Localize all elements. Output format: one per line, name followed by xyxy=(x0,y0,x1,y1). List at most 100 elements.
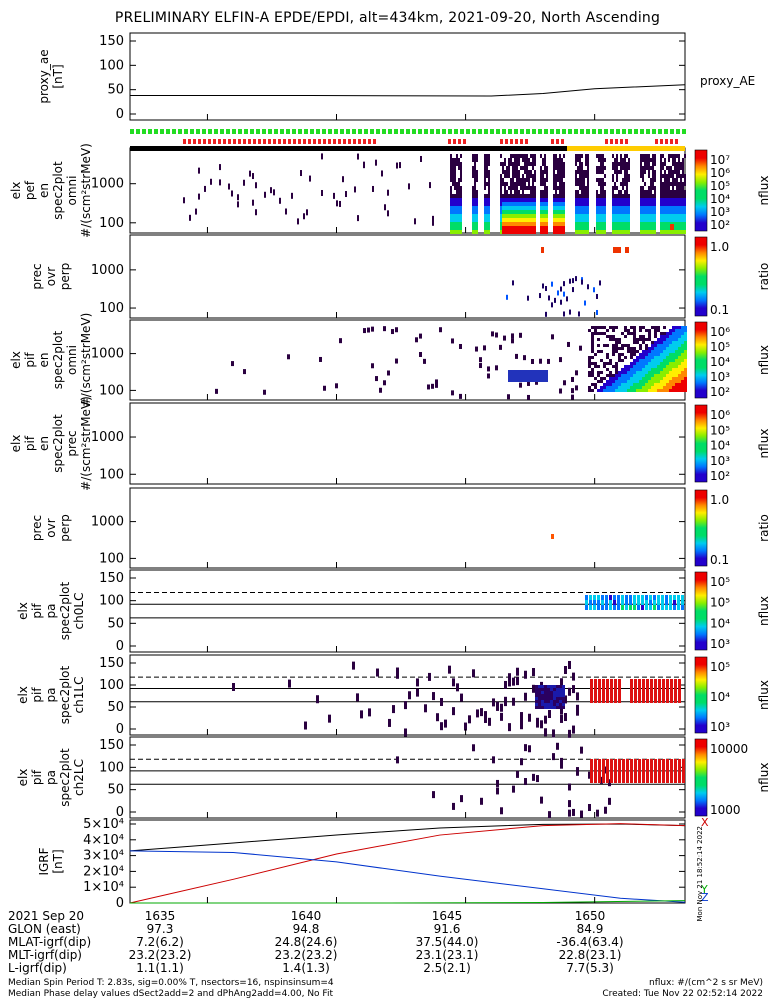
data-pixel xyxy=(539,358,542,364)
data-pixel xyxy=(633,371,636,374)
data-pixel xyxy=(672,380,675,383)
data-pixel xyxy=(510,226,512,230)
data-pixel xyxy=(633,362,636,365)
data-pixel xyxy=(600,335,603,338)
data-pixel xyxy=(669,386,672,389)
data-pixel xyxy=(432,215,434,222)
data-pixel xyxy=(516,170,518,174)
colorbar-label: nflux xyxy=(757,680,771,710)
data-pixel xyxy=(684,194,686,198)
data-pixel xyxy=(666,178,668,182)
data-pixel xyxy=(456,182,458,186)
data-pixel xyxy=(557,198,559,202)
data-pixel xyxy=(544,694,547,697)
data-pixel xyxy=(669,347,672,350)
data-pixel xyxy=(624,178,626,182)
data-pixel xyxy=(534,190,536,194)
data-pixel xyxy=(534,186,536,190)
data-pixel xyxy=(657,377,660,380)
data-pixel xyxy=(557,158,559,162)
flag-green xyxy=(244,129,248,134)
data-pixel xyxy=(650,166,652,170)
data-pixel xyxy=(579,174,581,178)
data-pixel xyxy=(642,158,644,162)
data-pixel xyxy=(618,226,620,230)
data-pixel xyxy=(472,202,474,206)
data-pixel xyxy=(439,327,442,333)
flag-red xyxy=(615,139,618,144)
data-pixel xyxy=(606,341,609,344)
data-pixel xyxy=(675,365,678,368)
data-pixel xyxy=(486,222,488,226)
data-pixel xyxy=(676,226,678,230)
data-pixel xyxy=(618,190,620,194)
data-pixel xyxy=(651,374,654,377)
data-pixel xyxy=(526,158,528,162)
data-pixel xyxy=(602,170,604,174)
data-pixel xyxy=(672,389,675,392)
y-tick-label: 50 xyxy=(107,783,124,798)
data-pixel xyxy=(615,341,618,344)
flag-green xyxy=(682,129,686,134)
data-pixel xyxy=(651,362,654,365)
data-pixel xyxy=(680,206,682,210)
data-pixel xyxy=(427,384,430,390)
data-pixel xyxy=(676,174,678,178)
data-pixel xyxy=(664,206,666,210)
data-pixel xyxy=(644,218,646,222)
data-pixel xyxy=(651,356,654,359)
data-pixel xyxy=(636,350,639,353)
data-pixel xyxy=(639,365,642,368)
data-pixel xyxy=(636,353,639,356)
data-pixel xyxy=(627,386,630,389)
data-pixel xyxy=(583,230,585,234)
data-pixel xyxy=(630,687,633,691)
data-pixel xyxy=(622,182,624,186)
data-pixel xyxy=(553,222,555,226)
data-pixel xyxy=(548,811,551,819)
data-pixel xyxy=(504,218,506,222)
data-pixel xyxy=(660,359,663,362)
data-pixel xyxy=(420,155,422,162)
data-pixel xyxy=(514,230,516,234)
data-pixel xyxy=(629,600,632,605)
flag-red xyxy=(453,139,456,144)
data-pixel xyxy=(681,371,684,374)
data-pixel xyxy=(527,394,530,400)
data-pixel xyxy=(532,182,534,186)
data-pixel xyxy=(634,695,637,699)
data-pixel xyxy=(604,218,606,222)
data-pixel xyxy=(519,382,522,388)
data-pixel xyxy=(621,341,624,344)
data-pixel xyxy=(587,154,589,158)
data-pixel xyxy=(596,309,598,315)
data-pixel xyxy=(616,222,618,226)
data-pixel xyxy=(624,230,626,234)
data-pixel xyxy=(610,699,613,703)
data-pixel xyxy=(636,365,639,368)
data-pixel xyxy=(534,218,536,222)
y-axis-label: pa xyxy=(44,688,58,703)
data-pixel xyxy=(622,222,624,226)
data-pixel xyxy=(612,386,615,389)
data-pixel xyxy=(666,383,669,386)
data-pixel xyxy=(662,779,665,783)
data-pixel xyxy=(618,214,620,218)
data-pixel xyxy=(639,380,642,383)
data-pixel xyxy=(618,194,620,198)
data-pixel xyxy=(450,198,452,202)
plot-timestamp: Mon Nov 21 18:52:14 2022 xyxy=(696,826,704,922)
data-pixel xyxy=(598,206,600,210)
data-pixel xyxy=(594,683,597,687)
panel-frame xyxy=(129,487,686,569)
data-pixel xyxy=(502,198,504,202)
data-pixel xyxy=(672,218,674,222)
flag-green xyxy=(202,129,206,134)
data-pixel xyxy=(596,218,598,222)
data-pixel xyxy=(627,356,630,359)
data-pixel xyxy=(654,683,657,687)
data-pixel xyxy=(528,186,530,190)
data-pixel xyxy=(680,162,682,166)
data-pixel xyxy=(524,186,526,190)
data-pixel xyxy=(508,206,510,210)
